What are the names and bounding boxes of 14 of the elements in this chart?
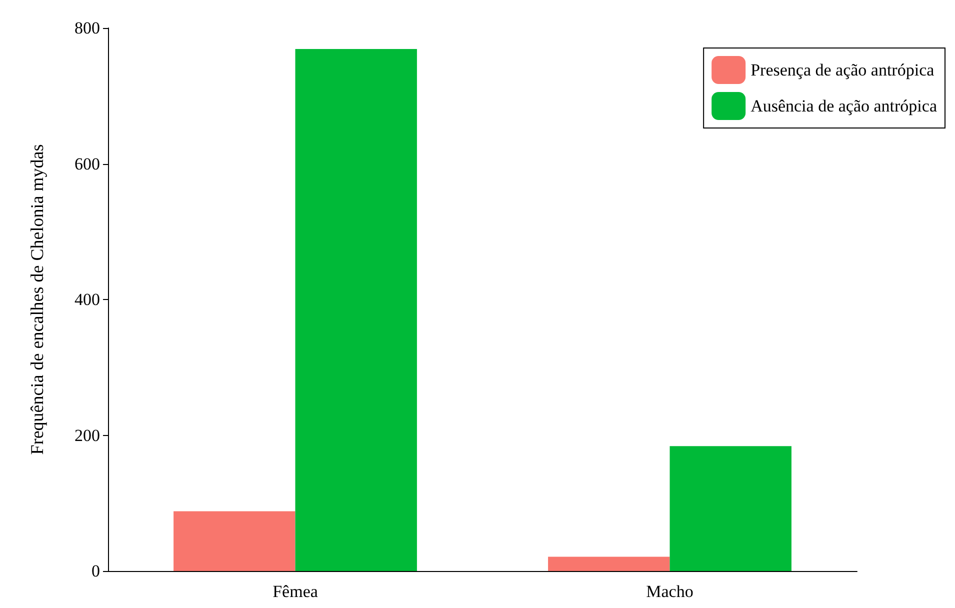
bar — [670, 446, 792, 571]
bar — [295, 49, 417, 571]
bar — [174, 511, 296, 571]
legend-label: Ausência de ação antrópica — [750, 96, 938, 116]
legend-label: Presença de ação antrópica — [750, 60, 935, 80]
y-tick-label: 200 — [74, 426, 100, 445]
x-tick-label: Macho — [646, 582, 694, 601]
y-tick-label: 400 — [74, 290, 100, 309]
y-axis-title: Frequência de encalhes de Chelonia mydas — [27, 144, 47, 455]
x-tick-label: Fêmea — [272, 582, 318, 601]
bar — [548, 556, 670, 571]
y-tick-label: 600 — [74, 154, 100, 174]
y-tick-label: 800 — [74, 18, 100, 38]
y-tick-label: 0 — [92, 562, 100, 580]
